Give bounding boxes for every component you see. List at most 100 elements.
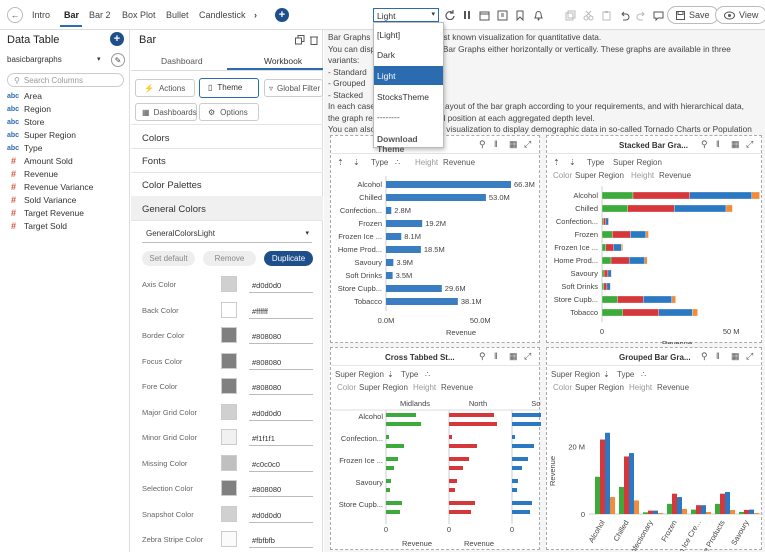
grouped-bar[interactable]: [648, 510, 653, 514]
sort-asc-icon[interactable]: ⇡: [553, 158, 560, 167]
grouped-bar[interactable]: [739, 511, 744, 514]
tab-intro[interactable]: Intro: [32, 10, 51, 20]
stacked-segment[interactable]: [671, 295, 676, 304]
back-icon[interactable]: ←: [7, 7, 23, 23]
bookmark-icon[interactable]: [513, 8, 527, 22]
color-swatch[interactable]: [221, 352, 237, 369]
grouped-bar[interactable]: [634, 500, 639, 514]
bar[interactable]: [386, 422, 421, 426]
grouped-bar[interactable]: [624, 456, 629, 514]
search-icon[interactable]: ⚲: [479, 351, 486, 361]
bar[interactable]: [512, 488, 517, 492]
column-item[interactable]: # Sold Variance: [7, 195, 76, 205]
search-columns-field[interactable]: ⚲ Search Columns: [7, 73, 124, 87]
section-colors[interactable]: Colors: [131, 124, 323, 149]
grouped-bar[interactable]: [595, 476, 600, 514]
sort-asc-icon[interactable]: ⇡: [337, 158, 344, 167]
stacked-segment[interactable]: [603, 282, 608, 291]
bar[interactable]: [449, 444, 477, 448]
bar[interactable]: [449, 479, 457, 483]
stacked-segment[interactable]: [608, 217, 610, 226]
theme-button[interactable]: ▯ Theme: [199, 78, 259, 98]
color-swatch[interactable]: [221, 505, 237, 522]
pause-icon[interactable]: ‖: [494, 351, 498, 361]
bar[interactable]: [386, 479, 391, 483]
color-hex-input[interactable]: #808080: [249, 327, 313, 344]
stacked-segment[interactable]: [630, 230, 647, 239]
undo-icon[interactable]: [617, 8, 631, 22]
grouped-bar[interactable]: [610, 497, 615, 514]
column-item[interactable]: abc Area: [7, 91, 42, 101]
bar[interactable]: [449, 435, 452, 439]
column-item[interactable]: abc Store: [7, 117, 44, 127]
table-icon[interactable]: ▦: [509, 139, 518, 149]
bell-icon[interactable]: [531, 8, 545, 22]
duplicate-button[interactable]: Duplicate: [264, 251, 313, 266]
bar[interactable]: [386, 207, 392, 214]
stacked-segment[interactable]: [632, 191, 690, 200]
bar[interactable]: [512, 466, 522, 470]
tab-bullet[interactable]: Bullet: [166, 10, 189, 20]
stacked-segment[interactable]: [606, 282, 611, 291]
stacked-segment[interactable]: [610, 256, 630, 265]
color-hex-input[interactable]: #d0d0d0: [249, 276, 313, 293]
stacked-segment[interactable]: [601, 308, 623, 317]
section-general-colors[interactable]: General Colors: [131, 196, 323, 221]
bar[interactable]: [386, 457, 398, 461]
save-button[interactable]: Save: [667, 6, 719, 24]
refresh-icon[interactable]: [443, 8, 457, 22]
view-button[interactable]: View: [715, 6, 765, 24]
bar[interactable]: [449, 501, 475, 505]
bar[interactable]: [386, 233, 402, 240]
tab-bar[interactable]: Bar: [64, 10, 80, 20]
scatter-icon[interactable]: ∴: [395, 158, 401, 167]
stacked-segment[interactable]: [601, 269, 605, 278]
bar[interactable]: [449, 488, 455, 492]
grouped-bar[interactable]: [677, 497, 682, 514]
stacked-segment[interactable]: [643, 295, 672, 304]
color-swatch[interactable]: [221, 378, 237, 394]
snapshot-icon[interactable]: [495, 8, 509, 22]
stacked-segment[interactable]: [628, 256, 645, 265]
bar[interactable]: [449, 413, 494, 417]
table-icon[interactable]: ▦: [509, 351, 518, 361]
grouped-bar[interactable]: [643, 512, 648, 514]
table-icon[interactable]: ▦: [731, 351, 740, 361]
bar[interactable]: [386, 246, 421, 253]
tab-workbook[interactable]: Workbook: [264, 56, 303, 66]
bar[interactable]: [512, 479, 518, 483]
palette-select[interactable]: GeneralColorsLight ▾: [142, 229, 312, 243]
column-item[interactable]: abc Region: [7, 104, 51, 114]
color-hex-input[interactable]: #fbfbfb: [249, 531, 313, 548]
color-swatch[interactable]: [221, 480, 237, 496]
stacked-segment[interactable]: [627, 204, 675, 213]
search-icon[interactable]: ⚲: [479, 139, 486, 149]
grouped-bar[interactable]: [749, 509, 754, 514]
stacked-segment[interactable]: [601, 230, 613, 239]
stacked-segment[interactable]: [605, 243, 614, 252]
stacked-segment[interactable]: [612, 230, 631, 239]
section-color-palettes[interactable]: Color Palettes: [131, 172, 323, 197]
scatter-icon[interactable]: ∴: [425, 370, 431, 379]
comment-icon[interactable]: [651, 8, 665, 22]
stacked-segment[interactable]: [610, 282, 611, 291]
stacked-segment[interactable]: [613, 243, 622, 252]
stacked-segment[interactable]: [611, 269, 612, 278]
bar[interactable]: [386, 466, 394, 470]
tab-candlestick[interactable]: Candlestick: [199, 10, 246, 20]
bar[interactable]: [386, 194, 486, 201]
theme-option-current[interactable]: [Light]: [377, 30, 401, 40]
grouped-bar[interactable]: [667, 503, 672, 514]
column-item[interactable]: abc Super Region: [7, 130, 76, 140]
dashboards-button[interactable]: ▦ Dashboards: [135, 103, 197, 121]
sort-desc-icon[interactable]: ⇣: [387, 370, 394, 379]
grouped-bar[interactable]: [754, 512, 759, 514]
bar[interactable]: [512, 457, 528, 461]
grouped-bar[interactable]: [691, 509, 696, 514]
theme-select[interactable]: Light ▾: [373, 8, 439, 22]
stacked-segment[interactable]: [601, 295, 618, 304]
color-hex-input[interactable]: #808080: [249, 378, 313, 395]
stacked-segment[interactable]: [603, 217, 607, 226]
grouped-bar[interactable]: [653, 510, 658, 514]
theme-option-dark[interactable]: Dark: [377, 50, 395, 60]
